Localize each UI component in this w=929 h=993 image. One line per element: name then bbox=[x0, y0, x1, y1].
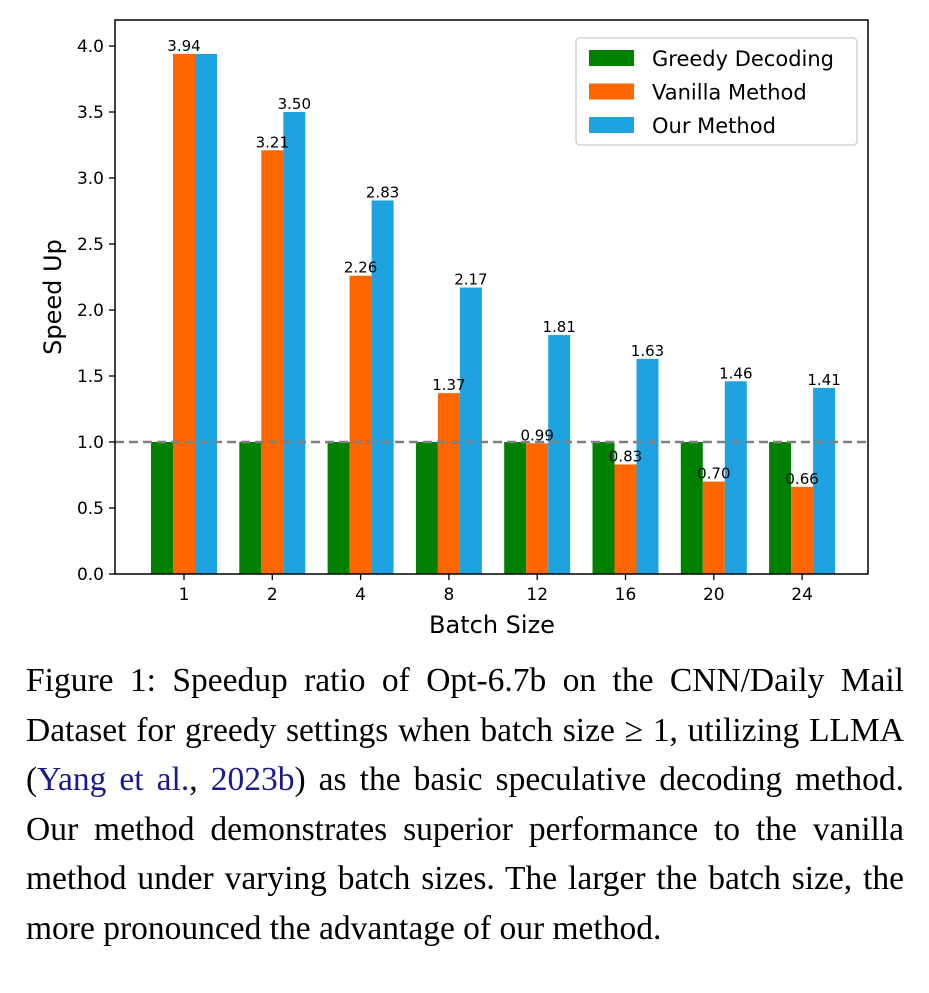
bar-chart: 3.94 3.21 3.50 2.26 2.83 1.37 2.17 0.99 1.81 0.83… bbox=[39, 19, 869, 639]
citation-separator: , bbox=[189, 761, 211, 798]
data-label-vanilla-method-batch-8: 1.37 bbox=[432, 376, 465, 394]
y-axis-label: Speed Up bbox=[39, 239, 67, 355]
x-axis-label: Batch Size bbox=[429, 611, 555, 639]
legend-label-greedy-decoding: Greedy Decoding bbox=[652, 47, 834, 71]
bar-our-method-batch-1 bbox=[195, 53, 217, 575]
bar-greedy-decoding-batch-16 bbox=[592, 442, 615, 574]
figure-caption: Figure 1: Speedup ratio of Opt-6.7b on t… bbox=[26, 656, 904, 953]
legend-items: Greedy Decoding Vanilla Method Our Method bbox=[589, 47, 834, 138]
y-tick-label-1.0: 1.0 bbox=[77, 433, 104, 453]
bar-our-method-batch-4 bbox=[371, 200, 394, 574]
caption-text-after-citation: ) as the basic spec­ulative decoding met… bbox=[26, 761, 905, 947]
bars-layer bbox=[151, 53, 836, 575]
data-label-vanilla-method-batch-12: 0.99 bbox=[520, 426, 553, 444]
data-label-our-method-batch-4: 2.83 bbox=[366, 183, 399, 201]
legend: Greedy Decoding Vanilla Method Our Method bbox=[575, 37, 858, 146]
x-tick-label-20: 20 bbox=[703, 585, 725, 605]
legend-swatch-vanilla-method bbox=[589, 83, 634, 100]
citation-authors-link[interactable]: Yang et al. bbox=[37, 761, 190, 798]
plot-frame bbox=[114, 19, 869, 575]
caption-text-before-citation: Speedup ratio of Opt-6.7b on the CNN/Dai… bbox=[26, 662, 904, 798]
y-tick-label-3.5: 3.5 bbox=[77, 103, 104, 123]
bar-greedy-decoding-batch-1 bbox=[151, 442, 173, 574]
data-label-our-method-batch-2: 3.50 bbox=[278, 95, 311, 113]
x-tick-label-8: 8 bbox=[443, 585, 454, 605]
bar-vanilla-method-batch-2 bbox=[261, 150, 284, 574]
bar-our-method-batch-2 bbox=[283, 112, 306, 574]
bar-our-method-batch-8 bbox=[459, 287, 482, 574]
x-tick-label-16: 16 bbox=[615, 585, 637, 605]
data-label-vanilla-method-batch-1: 3.94 bbox=[167, 37, 200, 55]
y-tick-label-3.0: 3.0 bbox=[77, 169, 104, 189]
data-label-our-method-batch-24: 1.41 bbox=[807, 371, 840, 389]
data-labels-layer: 3.94 3.21 3.50 2.26 2.83 1.37 2.17 0.99 1.81 0.83… bbox=[167, 37, 841, 488]
data-label-our-method-batch-8: 2.17 bbox=[454, 271, 487, 289]
legend-label-vanilla-method: Vanilla Method bbox=[652, 81, 807, 105]
bar-our-method-batch-24 bbox=[813, 387, 836, 574]
data-label-vanilla-method-batch-20: 0.70 bbox=[697, 465, 730, 483]
data-label-our-method-batch-20: 1.46 bbox=[719, 364, 752, 382]
y-tick-label-2.5: 2.5 bbox=[77, 235, 104, 255]
data-label-vanilla-method-batch-24: 0.66 bbox=[785, 470, 818, 488]
bar-vanilla-method-batch-8 bbox=[437, 393, 460, 574]
data-label-our-method-batch-12: 1.81 bbox=[542, 318, 575, 336]
bar-greedy-decoding-batch-4 bbox=[327, 442, 350, 574]
citation-year-link[interactable]: 2023b bbox=[210, 761, 295, 798]
bar-vanilla-method-batch-16 bbox=[614, 464, 637, 574]
bar-vanilla-method-batch-20 bbox=[702, 481, 725, 574]
x-tick-label-12: 12 bbox=[526, 585, 548, 605]
x-ticks-layer: 1 2 4 8 12 16 20 24 bbox=[179, 574, 813, 605]
data-label-vanilla-method-batch-2: 3.21 bbox=[256, 133, 289, 151]
bar-greedy-decoding-batch-2 bbox=[239, 442, 262, 574]
bar-vanilla-method-batch-24 bbox=[791, 486, 814, 574]
bar-greedy-decoding-batch-24 bbox=[769, 442, 792, 574]
x-tick-label-2: 2 bbox=[267, 585, 278, 605]
legend-label-our-method: Our Method bbox=[652, 114, 776, 138]
bar-vanilla-method-batch-4 bbox=[349, 275, 372, 574]
data-label-vanilla-method-batch-16: 0.83 bbox=[609, 447, 642, 465]
y-tick-label-0.0: 0.0 bbox=[77, 565, 104, 585]
bar-our-method-batch-12 bbox=[548, 335, 571, 574]
y-ticks-layer: 0.0 0.5 1.0 1.5 2.0 2.5 3.0 3.5 4.0 bbox=[77, 37, 115, 585]
y-tick-label-4.0: 4.0 bbox=[77, 37, 104, 57]
bar-vanilla-method-batch-12 bbox=[526, 443, 549, 574]
bar-our-method-batch-16 bbox=[636, 358, 659, 574]
data-label-vanilla-method-batch-4: 2.26 bbox=[344, 259, 377, 277]
bar-our-method-batch-20 bbox=[724, 381, 747, 574]
y-tick-label-0.5: 0.5 bbox=[77, 499, 104, 519]
x-tick-label-1: 1 bbox=[179, 585, 190, 605]
bar-greedy-decoding-batch-8 bbox=[415, 442, 438, 574]
legend-frame bbox=[575, 37, 858, 146]
x-tick-label-4: 4 bbox=[355, 585, 366, 605]
bar-greedy-decoding-batch-20 bbox=[680, 442, 703, 574]
y-tick-label-1.5: 1.5 bbox=[77, 367, 104, 387]
data-label-our-method-batch-16: 1.63 bbox=[631, 342, 664, 360]
x-tick-label-24: 24 bbox=[791, 585, 813, 605]
y-tick-label-2.0: 2.0 bbox=[77, 301, 104, 321]
legend-swatch-greedy-decoding bbox=[589, 50, 634, 66]
bar-greedy-decoding-batch-12 bbox=[504, 442, 527, 574]
bar-vanilla-method-batch-1 bbox=[173, 53, 195, 575]
legend-swatch-our-method bbox=[589, 117, 634, 133]
figure-label: Figure 1: bbox=[26, 662, 156, 699]
